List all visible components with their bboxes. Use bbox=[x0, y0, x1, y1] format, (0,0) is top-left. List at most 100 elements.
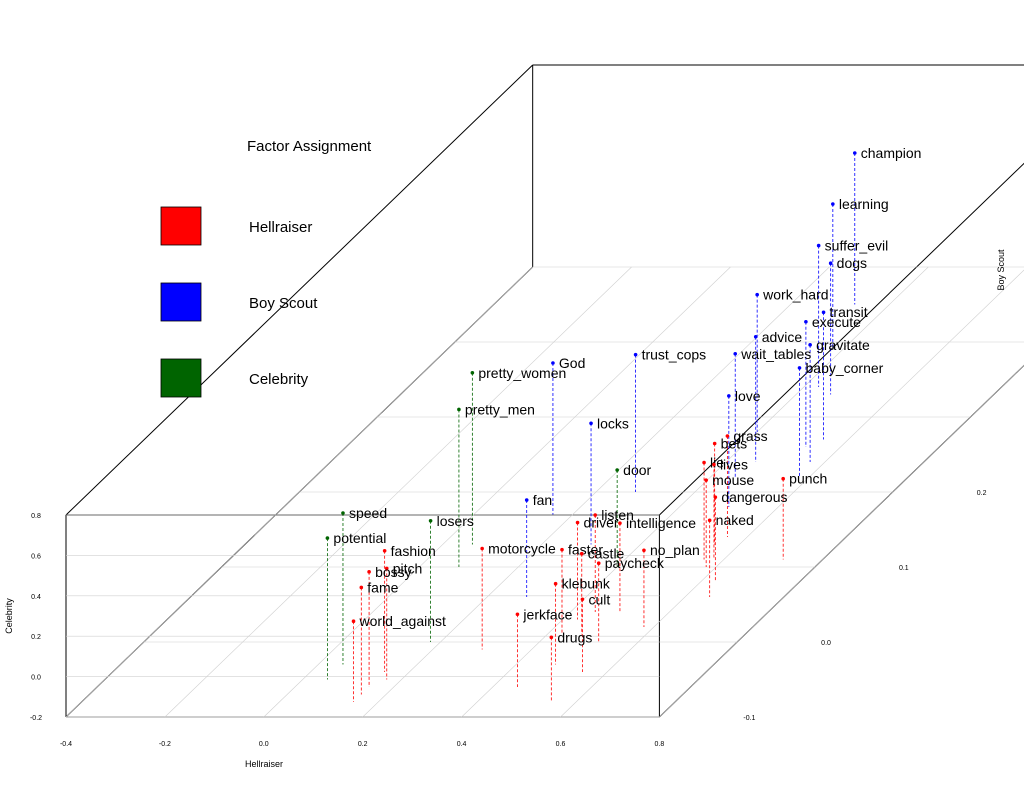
data-point bbox=[633, 352, 638, 357]
y-tick-label: -0.1 bbox=[743, 715, 755, 722]
grid-line-x bbox=[164, 266, 632, 718]
point-label: listen bbox=[601, 507, 634, 523]
data-point bbox=[712, 462, 716, 467]
point-label: lie bbox=[710, 455, 724, 471]
grid-line-x bbox=[362, 266, 830, 718]
point-label: transit bbox=[830, 304, 868, 320]
point-label: jerkface bbox=[522, 606, 572, 622]
grid-line-x bbox=[65, 266, 533, 718]
point-label: drugs bbox=[557, 629, 592, 645]
data-point bbox=[755, 292, 759, 297]
data-point bbox=[852, 151, 857, 155]
point-label: door bbox=[623, 462, 651, 478]
drop-lines bbox=[327, 153, 856, 702]
data-point bbox=[351, 619, 356, 623]
point-label: castle bbox=[588, 546, 625, 562]
point-label: cult bbox=[588, 591, 610, 607]
data-point bbox=[707, 518, 712, 523]
data-point bbox=[470, 371, 475, 375]
z-tick-label: 0.8 bbox=[31, 513, 41, 520]
data-point bbox=[553, 581, 558, 586]
data-point bbox=[725, 434, 730, 438]
grid-lines bbox=[65, 266, 1024, 718]
data-point bbox=[713, 495, 718, 499]
point-label: fan bbox=[533, 492, 552, 508]
point-label: locks bbox=[597, 415, 629, 431]
data-point bbox=[642, 548, 646, 553]
data-point bbox=[524, 498, 529, 502]
data-point bbox=[808, 343, 812, 347]
box-edge bbox=[65, 64, 534, 516]
data-point bbox=[828, 261, 833, 266]
x-tick-label: 0.8 bbox=[655, 741, 665, 748]
grid-line-x bbox=[659, 365, 1024, 718]
legend-swatch bbox=[160, 282, 202, 322]
point-label: pretty_women bbox=[478, 365, 566, 381]
data-point bbox=[618, 521, 622, 525]
point-label: driver bbox=[584, 515, 619, 531]
legend-title: Factor Assignment bbox=[247, 138, 372, 155]
legend-swatch bbox=[160, 358, 202, 398]
point-label: grass bbox=[733, 428, 767, 444]
point-label: paycheck bbox=[605, 555, 665, 571]
point-label: losers bbox=[437, 513, 474, 529]
point-label: advice bbox=[762, 329, 803, 345]
point-label: speed bbox=[349, 505, 387, 521]
point-label: pretty_men bbox=[465, 401, 535, 417]
point-label: bets bbox=[721, 436, 747, 452]
data-point bbox=[593, 513, 598, 517]
x-tick-label: -0.4 bbox=[60, 741, 72, 748]
data-point bbox=[821, 310, 826, 315]
grid-line-x bbox=[461, 266, 929, 718]
y-axis-title: Boy Scout bbox=[996, 249, 1006, 291]
data-point bbox=[551, 361, 555, 365]
data-point bbox=[384, 566, 389, 571]
grid-line-x bbox=[263, 266, 731, 718]
point-label: motorcycle bbox=[488, 541, 556, 557]
x-tick-label: 0.2 bbox=[358, 741, 368, 748]
legend-label: Celebrity bbox=[249, 371, 309, 388]
point-label: pitch bbox=[393, 560, 423, 576]
point-label: punch bbox=[789, 471, 827, 487]
x-tick-label: 0.4 bbox=[457, 741, 467, 748]
data-point bbox=[579, 551, 584, 556]
point-label: dogs bbox=[837, 255, 867, 271]
point-label: trust_cops bbox=[642, 347, 707, 363]
data-point bbox=[702, 460, 706, 465]
data-point bbox=[712, 441, 717, 446]
point-label: dangerous bbox=[721, 489, 787, 505]
data-point bbox=[797, 366, 802, 370]
point-label: lives bbox=[720, 457, 748, 473]
grid-line-x bbox=[560, 269, 1024, 718]
x-tick-label: 0.0 bbox=[259, 741, 269, 748]
point-label: learning bbox=[839, 196, 889, 212]
tick-labels: -0.4-0.20.00.20.40.60.8-0.10.00.10.20.30… bbox=[30, 490, 987, 748]
point-label: fame bbox=[367, 579, 398, 595]
data-point bbox=[428, 519, 433, 523]
axis-titles: Hellraiser Boy Scout Celebrity bbox=[4, 249, 1006, 769]
legend-label: Hellraiser bbox=[249, 219, 312, 236]
data-point bbox=[325, 536, 330, 540]
y-tick-label: 0.0 bbox=[821, 640, 831, 647]
data-point bbox=[733, 351, 738, 356]
x-tick-label: -0.2 bbox=[159, 741, 171, 748]
x-tick-label: 0.6 bbox=[556, 741, 566, 748]
data-point bbox=[549, 635, 554, 640]
point-label: God bbox=[559, 355, 585, 371]
data-point bbox=[341, 511, 345, 515]
legend-swatch bbox=[160, 206, 202, 246]
data-point bbox=[704, 478, 708, 482]
point-label: no_plan bbox=[650, 542, 700, 558]
z-tick-label: 0.0 bbox=[31, 675, 41, 682]
z-tick-label: -0.2 bbox=[30, 715, 42, 722]
data-point bbox=[575, 520, 580, 525]
z-axis-title: Celebrity bbox=[4, 598, 14, 634]
point-label: wait_tables bbox=[740, 346, 811, 362]
data-point bbox=[589, 421, 593, 426]
data-point bbox=[804, 319, 808, 324]
data-point bbox=[382, 549, 387, 553]
z-tick-label: 0.6 bbox=[31, 553, 41, 560]
data-point bbox=[781, 476, 785, 481]
point-label: potential bbox=[333, 530, 386, 546]
